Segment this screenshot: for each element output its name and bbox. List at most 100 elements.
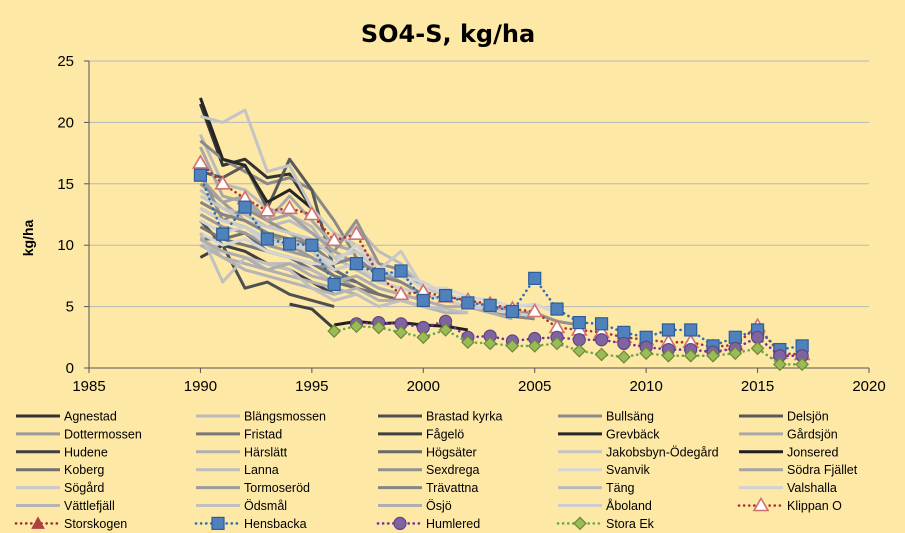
data-point — [728, 346, 743, 361]
data-point — [505, 339, 520, 353]
series-line — [199, 173, 804, 351]
data-point — [527, 339, 542, 353]
data-point — [706, 348, 720, 363]
legend-label: Bullsäng — [606, 410, 654, 424]
series-hensbacka — [193, 168, 809, 357]
legend-label: Högsäter — [426, 445, 477, 459]
y-tick-label: 25 — [57, 53, 74, 70]
data-point — [572, 343, 587, 358]
legend-item: Humlered — [376, 516, 480, 531]
legend-label: Svanvik — [606, 463, 651, 477]
data-point — [394, 264, 408, 278]
data-point — [550, 302, 564, 316]
series-line — [289, 302, 336, 330]
data-point — [728, 330, 742, 344]
data-point — [461, 335, 475, 350]
data-point — [416, 330, 431, 345]
y-tick-label: 10 — [57, 237, 74, 254]
legend-label: Grevbäck — [606, 427, 660, 441]
series-osjo — [199, 237, 513, 321]
legend-label: Delsjön — [787, 410, 829, 424]
legend-label: Valshalla — [787, 481, 837, 495]
legend-item: Tormoseröd — [196, 481, 310, 495]
data-point — [214, 175, 232, 190]
legend-item: Sögård — [16, 481, 104, 495]
legend-item: Bullsäng — [558, 410, 654, 424]
legend-label: Humlered — [426, 517, 480, 531]
data-point — [661, 323, 676, 337]
legend-label: Trävattna — [426, 481, 478, 495]
series-jakobsbyn-odegard — [200, 108, 380, 265]
legend-item: Högsäter — [378, 445, 477, 459]
legend-marker — [393, 516, 407, 531]
legend-label: Täng — [606, 481, 635, 495]
data-point — [348, 225, 365, 240]
x-tick-label: 2020 — [852, 378, 885, 395]
data-point — [327, 277, 341, 292]
series-line — [199, 97, 313, 210]
legend-item: Grevbäck — [558, 427, 660, 441]
legend-label: Storskogen — [64, 517, 127, 531]
legend-item: Härslätt — [196, 445, 288, 459]
data-point — [349, 257, 364, 271]
gridlines — [89, 60, 869, 369]
data-point — [216, 227, 230, 241]
legend-label: Koberg — [64, 463, 104, 477]
data-point — [461, 296, 475, 310]
legend-item: Fågelö — [378, 427, 464, 441]
legend-label: Ödsmål — [244, 499, 287, 513]
x-tick-label: 1990 — [184, 378, 217, 395]
legend-label: Lanna — [244, 463, 279, 477]
legend-item: Jonsered — [739, 445, 838, 459]
legend-marker — [211, 516, 225, 531]
data-point — [795, 357, 809, 372]
x-tick-label: 2010 — [629, 378, 662, 395]
data-point — [684, 323, 698, 337]
x-tick-label: 2005 — [518, 378, 551, 395]
series-line — [199, 146, 380, 271]
legend-item: Brastad kyrka — [378, 410, 502, 424]
legend-marker — [752, 496, 770, 512]
legend-label: Hensbacka — [244, 517, 307, 531]
legend-item: Blängsmossen — [196, 410, 326, 424]
data-point — [483, 336, 497, 351]
data-point — [349, 319, 364, 334]
legend-label: Stora Ek — [606, 517, 655, 531]
data-point — [372, 268, 386, 282]
legend-label: Fågelö — [426, 427, 464, 441]
data-point — [550, 336, 564, 351]
data-point — [438, 288, 453, 303]
legend-item: Svanvik — [558, 463, 651, 477]
legend-item: Täng — [558, 481, 635, 495]
series-line — [332, 324, 804, 366]
data-point — [505, 304, 520, 319]
legend-marker — [31, 516, 45, 529]
legend-label: Agnestad — [64, 410, 117, 424]
y-tick-label: 0 — [66, 360, 74, 377]
data-point — [303, 205, 321, 221]
legend-label: Vättlefjäll — [64, 499, 115, 513]
series-aboland — [199, 207, 535, 318]
x-tick-label: 2015 — [741, 378, 774, 395]
data-point — [750, 330, 765, 344]
legend-item: Sexdrega — [378, 463, 480, 477]
data-point — [683, 348, 698, 363]
data-point — [371, 320, 386, 335]
y-tick-label: 5 — [66, 299, 74, 316]
data-point — [617, 325, 631, 339]
legend-label: Dottermossen — [64, 427, 142, 441]
data-point — [773, 357, 787, 372]
data-point — [394, 325, 408, 340]
series-lines — [192, 97, 811, 372]
legend-item: Ödsmål — [196, 499, 287, 513]
legend-item: Jakobsbyn-Ödegård — [558, 445, 719, 459]
legend-label: Tormoseröd — [244, 481, 310, 495]
chart-title: SO4-S, kg/ha — [361, 20, 535, 48]
series-stora-ek — [327, 319, 809, 372]
legend-item: Vättlefjäll — [16, 499, 115, 513]
legend-label: Jonsered — [787, 445, 838, 459]
legend-label: Södra Fjället — [787, 463, 858, 477]
axes: 0 5 10 15 20 25 1985 1990 1995 2000 2005 2010 2015 20… — [57, 53, 885, 395]
legend-label: Brastad kyrka — [426, 410, 502, 424]
